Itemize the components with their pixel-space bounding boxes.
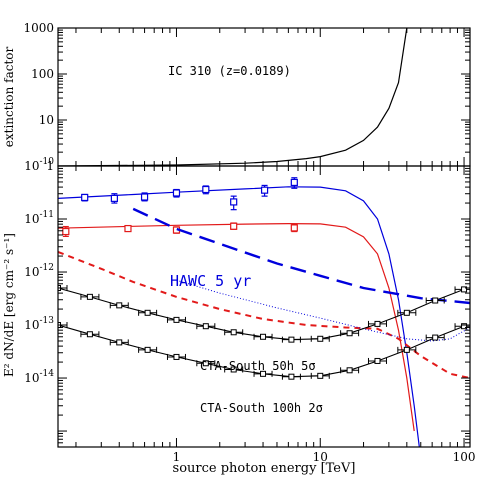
bottom-sensitivity-point xyxy=(224,366,244,373)
bottom-data-point xyxy=(81,193,89,202)
bottom-y-tick-label: 10-12 xyxy=(24,263,54,279)
bottom-data-point xyxy=(260,184,269,197)
bottom-data-point xyxy=(202,185,210,195)
bottom-y-tick-label: 10-10 xyxy=(24,157,54,173)
top-plot-area xyxy=(58,28,408,166)
bottom-data-point xyxy=(230,195,238,211)
bottom-sensitivity-point xyxy=(454,323,470,330)
hawc-label: HAWC 5 yr xyxy=(170,272,251,290)
bottom-sensitivity-point xyxy=(340,367,360,374)
bottom-sensitivity-point xyxy=(80,293,100,300)
bottom-data-point xyxy=(110,193,118,204)
bottom-sensitivity-point xyxy=(397,346,417,353)
bottom-sensitivity-point xyxy=(454,286,470,293)
bottom-sensitivity-point xyxy=(138,346,158,353)
bottom-sensitivity-point xyxy=(340,330,360,337)
bottom-sensitivity-point xyxy=(166,316,186,323)
bottom-series-line-5 xyxy=(58,250,470,379)
top-y-tick-label: 100 xyxy=(31,67,54,81)
bottom-y-tick-label: 10-14 xyxy=(24,369,54,385)
top-y-tick-label: 10 xyxy=(39,113,54,127)
top-panel-frame xyxy=(57,27,471,167)
top-y-tick-label: 1000 xyxy=(23,21,54,35)
bottom-sensitivity-point xyxy=(425,334,445,341)
cta-50h-label: CTA-South 50h 5σ xyxy=(200,359,316,373)
bottom-data-point xyxy=(230,222,238,230)
bottom-x-tick-label: 100 xyxy=(453,450,476,464)
top-series-line-0 xyxy=(58,28,408,166)
bottom-data-point xyxy=(124,224,132,233)
bottom-series-line-2 xyxy=(58,222,415,432)
bottom-sensitivity-point xyxy=(253,333,273,340)
bottom-sensitivity-point xyxy=(281,373,301,380)
bottom-sensitivity-point xyxy=(310,372,330,379)
x-axis-label: source photon energy [TeV] xyxy=(173,461,356,476)
bottom-sensitivity-point xyxy=(166,353,186,360)
bottom-data-point xyxy=(140,192,149,202)
bottom-series-line-0 xyxy=(58,186,420,447)
bottom-sensitivity-point xyxy=(281,336,301,343)
bottom-sensitivity-point xyxy=(367,357,387,364)
bottom-data-point xyxy=(62,225,70,237)
bottom-panel-frame xyxy=(57,165,471,448)
bottom-y-tick-label: 10-13 xyxy=(24,316,54,332)
top-y-axis-label: extinction factor xyxy=(2,46,16,147)
bottom-sensitivity-point xyxy=(224,329,244,336)
bottom-series-line-4 xyxy=(132,207,470,305)
bottom-sensitivity-point xyxy=(425,297,445,304)
bottom-sensitivity-point xyxy=(80,331,100,338)
bottom-sensitivity-point xyxy=(109,339,129,346)
bottom-sensitivity-point xyxy=(109,302,129,309)
bottom-sensitivity-point xyxy=(310,335,330,342)
top-axes: 1 10 100 1000 xyxy=(23,21,470,173)
bottom-y-tick-label: 10-11 xyxy=(24,210,54,226)
cta-100h-label: CTA-South 100h 2σ xyxy=(200,401,323,415)
bottom-data-point xyxy=(290,223,298,233)
bottom-x-tick-label: 1 xyxy=(173,450,181,464)
bottom-y-axis-label: E² dN/dE [erg cm⁻² s⁻¹] xyxy=(2,233,16,377)
top-y-tick-label: 1 xyxy=(46,159,54,173)
top-panel-annotation: IC 310 (z=0.0189) xyxy=(168,64,291,78)
bottom-sensitivity-point xyxy=(253,370,273,377)
top-panel: 1 10 100 1000 IC 310 (z=0.0189) extinction … xyxy=(2,21,471,173)
bottom-sensitivity-point xyxy=(397,309,417,316)
bottom-sensitivity-point xyxy=(367,320,387,327)
bottom-data-point xyxy=(290,177,298,189)
bottom-data-points-1 xyxy=(81,177,298,211)
bottom-plot-area xyxy=(58,177,470,447)
bottom-sensitivity-point xyxy=(138,309,158,316)
bottom-x-tick-label: 10 xyxy=(313,450,328,464)
bottom-sensitivity-point xyxy=(196,360,216,367)
bottom-data-point xyxy=(172,188,181,198)
bottom-sensitivity-point xyxy=(196,323,216,330)
